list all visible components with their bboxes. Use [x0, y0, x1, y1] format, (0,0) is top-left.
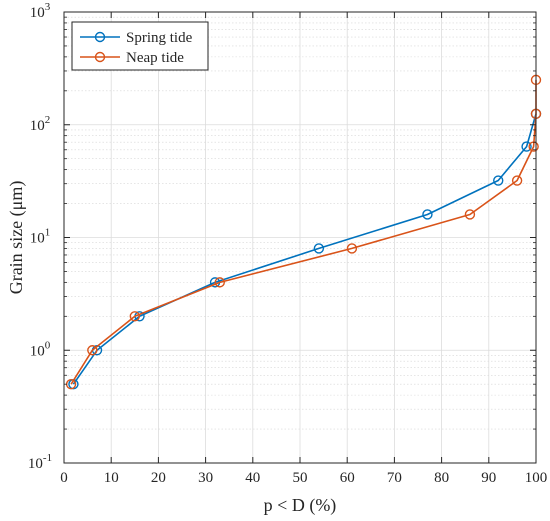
series-line-spring-tide: [72, 113, 537, 385]
x-tick-label: 50: [293, 470, 308, 486]
y-tick-label: 10-1: [28, 452, 52, 472]
y-axis-label: Grain size (μm): [6, 181, 27, 295]
x-tick-label: 30: [198, 470, 213, 486]
data-point-spring-tide: [521, 141, 532, 152]
data-point-neap-tide: [346, 243, 358, 254]
legend: Spring tide Neap tide: [71, 21, 209, 71]
data-point-neap-tide: [511, 175, 523, 186]
x-tick-label: 70: [387, 470, 402, 486]
x-tick-label: 80: [434, 470, 449, 486]
x-tick-label: 100: [525, 470, 548, 486]
x-tick-label: 60: [340, 470, 355, 486]
legend-marker-neap-tide: [94, 51, 106, 63]
x-tick-label: 90: [481, 470, 496, 486]
data-point-neap-tide: [87, 345, 98, 356]
x-axis-label: p < D (%): [264, 495, 337, 516]
data-point-neap-tide: [129, 311, 141, 322]
x-tick-label: 0: [60, 470, 68, 486]
data-point-spring-tide: [313, 243, 325, 254]
y-tick-label: 101: [30, 227, 51, 247]
y-tick-label: 103: [30, 1, 51, 21]
data-point-spring-tide: [493, 175, 504, 186]
legend-label-spring-tide: Spring tide: [126, 30, 193, 46]
data-point-spring-tide: [422, 209, 433, 220]
x-tick-label: 10: [104, 470, 119, 486]
data-point-neap-tide: [214, 277, 225, 288]
y-tick-label: 100: [30, 339, 51, 359]
y-tick-label: 102: [30, 114, 51, 134]
x-tick-label: 20: [151, 470, 166, 486]
legend-label-neap-tide: Neap tide: [126, 50, 184, 66]
axis-ticks: 10-1 100 101 102 103 0 10 20 30 40 50 60 70 80 90 100: [28, 1, 547, 486]
x-tick-label: 40: [245, 470, 260, 486]
legend-marker-spring-tide: [94, 31, 106, 43]
legend-box: [71, 21, 209, 71]
data-point-neap-tide: [464, 209, 476, 220]
